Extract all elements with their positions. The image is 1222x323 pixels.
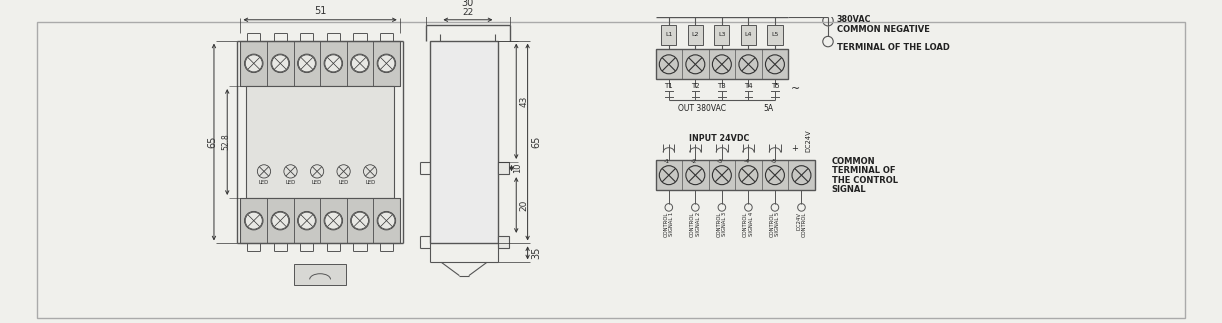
Circle shape — [378, 54, 396, 73]
Text: 51: 51 — [314, 6, 326, 16]
Circle shape — [351, 54, 369, 73]
Text: SIGNAL 1: SIGNAL 1 — [670, 212, 675, 236]
Bar — [655, 160, 815, 190]
Bar — [661, 25, 677, 45]
Text: INPUT 24VDC: INPUT 24VDC — [689, 134, 749, 143]
Bar — [293, 41, 320, 86]
Bar — [430, 41, 499, 244]
Bar — [268, 41, 293, 86]
Bar — [268, 198, 293, 244]
Text: 52.8: 52.8 — [221, 134, 230, 151]
Text: TERMINAL OF: TERMINAL OF — [832, 166, 896, 175]
Text: DC24V: DC24V — [805, 130, 811, 152]
Text: 5A: 5A — [764, 104, 774, 113]
Bar — [241, 198, 268, 244]
Bar — [373, 41, 400, 86]
Text: LED: LED — [286, 180, 296, 185]
Bar — [347, 41, 373, 86]
Text: 65: 65 — [208, 136, 218, 148]
Circle shape — [297, 211, 316, 230]
Text: L5: L5 — [771, 32, 778, 37]
Text: -5: -5 — [770, 159, 776, 164]
Circle shape — [324, 211, 342, 230]
Text: CONTROL: CONTROL — [716, 212, 721, 237]
Circle shape — [378, 211, 396, 230]
Text: OUT 380VAC: OUT 380VAC — [678, 104, 726, 113]
Text: 380VAC: 380VAC — [837, 15, 871, 24]
Text: L4: L4 — [744, 32, 753, 37]
Text: 20: 20 — [519, 199, 528, 211]
Text: COMMON NEGATIVE: COMMON NEGATIVE — [837, 25, 930, 34]
Text: CONTROL: CONTROL — [664, 212, 668, 237]
Text: LED: LED — [259, 180, 269, 185]
Text: T4: T4 — [744, 83, 753, 89]
Bar — [715, 25, 730, 45]
Text: THE CONTROL: THE CONTROL — [832, 176, 898, 185]
Text: SIGNAL 5: SIGNAL 5 — [775, 212, 781, 236]
Text: 35: 35 — [532, 247, 541, 259]
Text: 65: 65 — [532, 136, 541, 148]
Bar — [295, 264, 346, 285]
Text: 43: 43 — [519, 96, 528, 107]
Circle shape — [271, 54, 290, 73]
Bar — [373, 198, 400, 244]
Bar — [741, 25, 756, 45]
Bar — [293, 198, 320, 244]
Text: -4: -4 — [744, 159, 750, 164]
Bar — [246, 86, 393, 198]
Text: +: + — [791, 144, 798, 153]
Text: SIGNAL 3: SIGNAL 3 — [722, 212, 727, 236]
Text: 10: 10 — [513, 163, 522, 173]
Text: CONTROL: CONTROL — [690, 212, 695, 237]
Bar — [320, 41, 347, 86]
Circle shape — [351, 211, 369, 230]
Text: LED: LED — [338, 180, 348, 185]
Text: L3: L3 — [719, 32, 726, 37]
Text: ~: ~ — [791, 84, 800, 94]
Circle shape — [297, 54, 316, 73]
Bar — [241, 198, 400, 244]
Text: 22: 22 — [462, 8, 474, 17]
Text: CONTROL: CONTROL — [802, 212, 807, 237]
Text: -2: -2 — [690, 159, 697, 164]
Text: 30: 30 — [462, 0, 474, 8]
Text: L1: L1 — [665, 32, 672, 37]
Circle shape — [244, 211, 263, 230]
Bar — [499, 236, 508, 248]
Bar — [241, 41, 268, 86]
Text: SIGNAL 2: SIGNAL 2 — [695, 212, 700, 236]
Bar — [241, 41, 400, 86]
Circle shape — [324, 54, 342, 73]
Bar — [767, 25, 782, 45]
Text: TERMINAL OF THE LOAD: TERMINAL OF THE LOAD — [837, 44, 949, 52]
Bar — [655, 49, 788, 79]
Text: SIGNAL: SIGNAL — [832, 185, 866, 194]
Bar — [499, 162, 508, 174]
Text: LED: LED — [312, 180, 323, 185]
Text: T2: T2 — [690, 83, 700, 89]
Text: L2: L2 — [692, 32, 699, 37]
Text: LED: LED — [365, 180, 375, 185]
Text: CONTROL: CONTROL — [770, 212, 775, 237]
Text: COMMON: COMMON — [832, 157, 875, 166]
Bar — [688, 25, 703, 45]
Text: T5: T5 — [771, 83, 780, 89]
Text: -3: -3 — [717, 159, 723, 164]
Text: T3: T3 — [717, 83, 726, 89]
Text: SIGNAL 4: SIGNAL 4 — [749, 212, 754, 236]
Text: CONTROL: CONTROL — [743, 212, 748, 237]
Bar — [347, 198, 373, 244]
Bar — [320, 198, 347, 244]
Circle shape — [271, 211, 290, 230]
Text: -1: -1 — [664, 159, 670, 164]
Text: DC24V: DC24V — [796, 212, 802, 230]
Text: T1: T1 — [665, 83, 673, 89]
Circle shape — [244, 54, 263, 73]
